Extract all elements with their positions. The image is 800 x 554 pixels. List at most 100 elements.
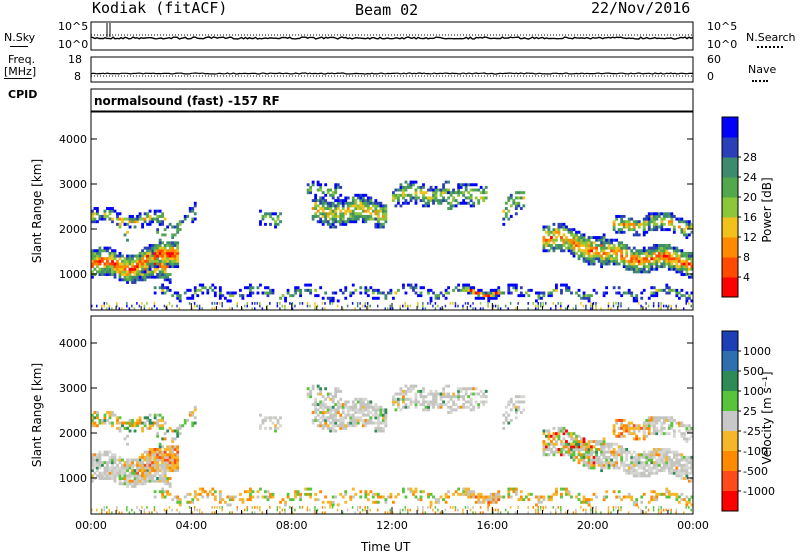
velocity-noise-cell: [585, 511, 587, 514]
power-cell: [404, 193, 408, 197]
velocity-cell: [582, 498, 586, 502]
velocity-cell: [161, 495, 165, 499]
velocity-cell: [361, 418, 365, 422]
power-noise-cell: [585, 304, 587, 308]
velocity-cell: [399, 397, 403, 401]
power-cell: [655, 228, 659, 232]
power-cell: [542, 291, 546, 295]
velocity-cell: [452, 408, 456, 412]
velocity-cell: [161, 450, 165, 454]
power-cell: [186, 214, 190, 218]
velocity-cell: [464, 405, 468, 409]
power-noise-cell: [467, 302, 469, 305]
velocity-cell: [457, 395, 461, 399]
velocity-cell: [351, 405, 355, 409]
power-cell: [399, 204, 403, 208]
power-cell: [467, 196, 471, 200]
velocity-cell: [131, 471, 134, 475]
velocity-cell: [218, 500, 222, 504]
velocity-cell: [545, 445, 548, 449]
velocity-cell: [128, 477, 132, 480]
power-cell: [600, 257, 603, 261]
power-cell: [677, 225, 681, 229]
velocity-cell: [103, 453, 107, 457]
velocity-cell: [602, 450, 606, 454]
velocity-cell: [123, 477, 127, 480]
power-cell: [279, 220, 282, 224]
velocity-cell: [630, 469, 634, 473]
power-cell: [326, 214, 330, 218]
power-cell: [402, 185, 405, 189]
velocity-cell: [479, 500, 483, 504]
velocity-cell: [545, 453, 548, 457]
velocity-cell: [191, 421, 195, 425]
velocity-cell: [477, 500, 481, 504]
velocity-cell: [101, 453, 104, 457]
velocity-cell: [432, 403, 435, 407]
velocity-cell: [547, 448, 551, 451]
velocity-cell: [437, 405, 440, 409]
velocity-cell: [321, 411, 325, 414]
velocity-cell: [585, 442, 588, 446]
velocity-cell: [311, 387, 315, 391]
power-cell: [296, 288, 300, 292]
power-cell: [627, 265, 631, 269]
velocity-cell: [151, 458, 155, 462]
power-cell: [349, 291, 353, 295]
power-cell: [299, 291, 302, 295]
power-cell: [667, 257, 671, 261]
velocity-cell: [652, 498, 656, 502]
power-cell: [108, 207, 112, 210]
velocity-noise-cell: [289, 506, 291, 509]
velocity-cell: [550, 440, 553, 444]
velocity-cell: [552, 442, 556, 446]
power-cell: [665, 251, 669, 255]
velocity-noise-cell: [670, 511, 672, 514]
velocity-cell: [171, 466, 175, 470]
power-cell: [93, 259, 97, 263]
power-cell: [469, 193, 473, 197]
velocity-cell: [489, 498, 493, 502]
power-cell: [96, 254, 99, 258]
power-cell: [361, 217, 365, 221]
power-noise-cell: [550, 307, 552, 310]
velocity-cell: [379, 421, 383, 425]
velocity-colorbar-label: -1000: [743, 485, 775, 498]
velocity-cell: [575, 445, 578, 449]
power-cell: [514, 286, 518, 290]
power-cell: [647, 228, 651, 232]
power-cell: [314, 294, 318, 298]
velocity-cell: [622, 448, 626, 451]
velocity-cell: [607, 445, 611, 449]
velocity-cell: [118, 479, 122, 483]
power-cell: [575, 233, 578, 237]
power-cell: [507, 283, 511, 287]
power-noise-cell: [153, 302, 156, 305]
velocity-cell: [407, 487, 410, 491]
power-noise-cell: [645, 307, 647, 310]
velocity-cell: [657, 463, 661, 467]
power-cell: [459, 185, 463, 189]
power-cell: [479, 296, 483, 300]
power-cell: [432, 199, 435, 203]
velocity-cell: [91, 466, 94, 470]
velocity-noise-cell: [612, 506, 615, 509]
velocity-cell: [98, 458, 102, 462]
power-cell: [632, 296, 636, 300]
power-cell: [359, 291, 363, 295]
power-noise-cell: [444, 304, 447, 308]
velocity-cell: [414, 395, 418, 399]
velocity-cell: [161, 490, 165, 494]
velocity-cell: [572, 458, 576, 462]
velocity-cell: [592, 492, 596, 496]
power-noise-cell: [454, 304, 457, 308]
power-cell: [590, 244, 593, 247]
power-cell: [123, 262, 127, 266]
velocity-cell: [168, 461, 172, 465]
velocity-cell: [128, 421, 132, 425]
velocity-cell: [682, 463, 686, 467]
power-cell: [640, 257, 644, 261]
power-cell: [512, 199, 516, 203]
power-cell: [286, 288, 290, 292]
power-cell: [138, 262, 142, 266]
